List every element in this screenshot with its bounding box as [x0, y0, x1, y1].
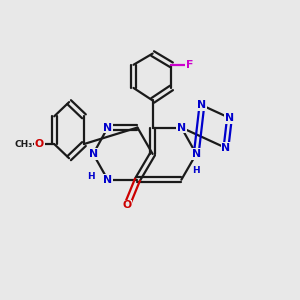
Text: H: H — [192, 166, 200, 175]
Text: N: N — [88, 149, 98, 159]
Text: O: O — [122, 200, 131, 211]
Text: N: N — [197, 100, 206, 110]
Text: H: H — [88, 172, 95, 181]
Text: N: N — [177, 122, 186, 133]
Text: N: N — [221, 143, 230, 153]
Text: O: O — [35, 139, 44, 149]
Text: F: F — [186, 60, 193, 70]
Text: N: N — [103, 122, 112, 133]
Text: N: N — [103, 175, 112, 185]
Text: N: N — [192, 149, 201, 159]
Text: CH₃: CH₃ — [15, 140, 33, 148]
Text: N: N — [225, 113, 234, 123]
